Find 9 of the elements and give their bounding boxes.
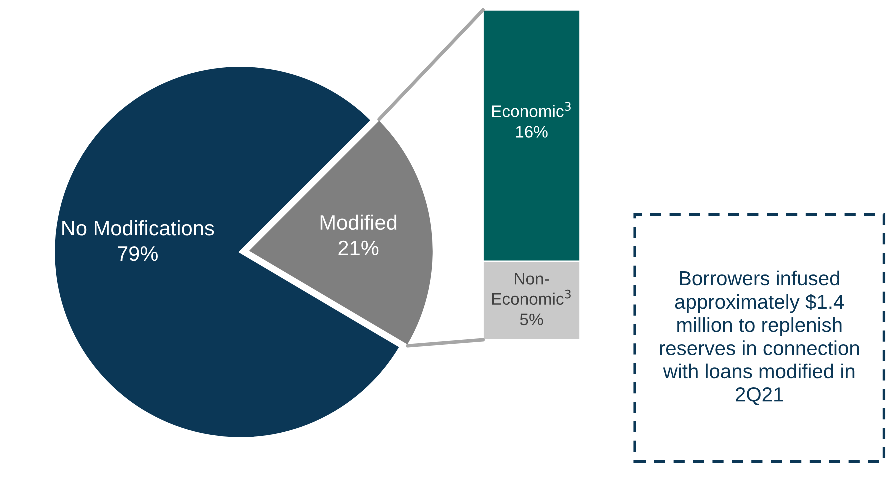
data-label: 16%: [516, 126, 548, 138]
slice-label: No Modifications: [62, 220, 214, 236]
data-label: 21%: [338, 240, 379, 256]
series-label: Economic$^{3}$: [492, 102, 571, 118]
slice-label: Modified: [320, 214, 397, 230]
text: Borrowers infused approximately $1.4 million to replenish reserves in connection with loans modified in 2Q21: [660, 270, 860, 406]
data-label: 79%: [118, 246, 158, 262]
series-label: Non-Economic$^{3}$: [492, 273, 571, 306]
data-label: 5%: [520, 314, 544, 326]
